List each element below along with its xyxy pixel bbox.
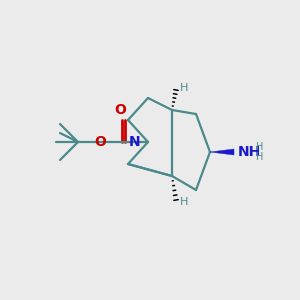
Polygon shape (210, 149, 234, 155)
Text: O: O (94, 135, 106, 149)
Text: H: H (256, 152, 263, 162)
Text: NH: NH (238, 145, 261, 159)
Text: O: O (114, 103, 126, 117)
Text: H: H (180, 83, 188, 93)
Text: H: H (256, 142, 263, 152)
Text: N: N (129, 135, 141, 149)
Text: H: H (180, 197, 188, 207)
